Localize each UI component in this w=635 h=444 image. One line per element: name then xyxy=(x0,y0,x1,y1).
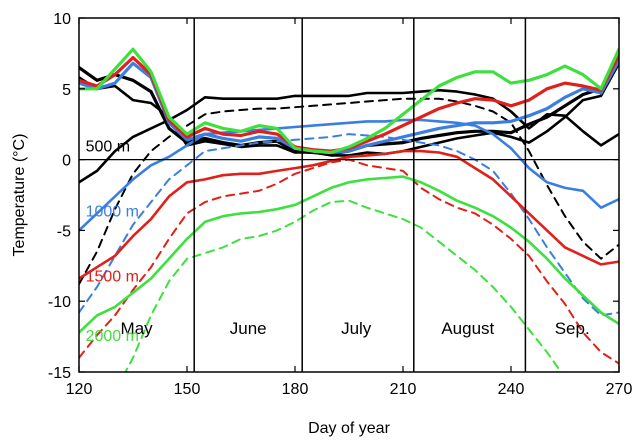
x-tick-label: 270 xyxy=(606,381,633,398)
series-line-11 xyxy=(79,175,619,334)
altitude-label: 2000 m xyxy=(86,328,139,345)
y-axis-ticks: 10 5 0 -5 -10 -15 xyxy=(48,11,619,382)
y-tick-label: -15 xyxy=(48,365,71,382)
series-layer xyxy=(79,47,619,372)
month-label: July xyxy=(341,319,372,338)
y-axis-label: Temperature (°C) xyxy=(11,134,28,257)
x-tick-label: 120 xyxy=(66,381,93,398)
x-tick-label: 180 xyxy=(282,381,309,398)
series-line-8 xyxy=(79,149,619,280)
x-axis-label: Day of year xyxy=(308,420,390,437)
x-tick-label: 150 xyxy=(174,381,201,398)
plot-frame xyxy=(78,17,620,373)
y-tick-label: 5 xyxy=(62,82,71,99)
series-line-4 xyxy=(79,133,619,317)
y-tick-label: 0 xyxy=(62,153,71,170)
x-tick-label: 240 xyxy=(498,381,525,398)
x-axis-ticks: 120 150 180 210 240 270 xyxy=(66,18,633,398)
altitude-label: 1500 m xyxy=(86,269,139,286)
altitude-labels: 500 m 1000 m 1500 m 2000 m xyxy=(86,138,139,345)
altitude-label: 500 m xyxy=(86,138,130,155)
month-boundaries xyxy=(193,18,527,372)
y-tick-label: -5 xyxy=(57,223,71,240)
series-line-10 xyxy=(124,199,563,372)
month-label: Sep. xyxy=(555,319,590,338)
series-line-12 xyxy=(79,47,619,155)
month-label: August xyxy=(441,319,494,338)
month-labels: May June July August Sep. xyxy=(121,319,590,338)
month-label: May xyxy=(121,319,154,338)
month-label: June xyxy=(230,319,267,338)
series-line-0 xyxy=(79,97,619,286)
altitude-label: 1000 m xyxy=(86,204,139,221)
y-tick-label: -10 xyxy=(48,294,71,311)
x-tick-label: 210 xyxy=(390,381,417,398)
series-line-5 xyxy=(79,118,619,232)
series-line-6 xyxy=(79,58,619,155)
y-tick-label: 10 xyxy=(53,11,71,28)
